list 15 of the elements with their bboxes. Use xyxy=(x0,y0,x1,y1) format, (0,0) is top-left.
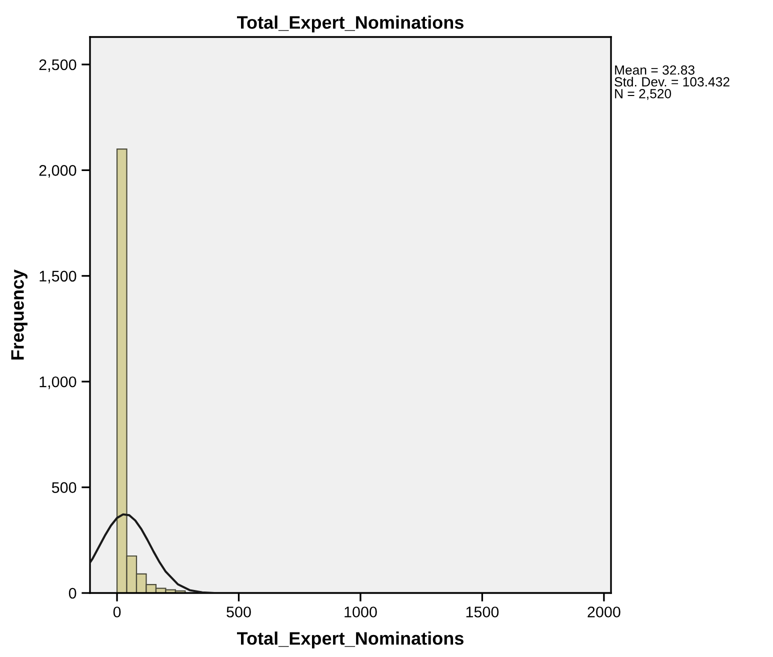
y-tick-label: 1,000 xyxy=(40,376,76,390)
x-axis-title: Total_Expert_Nominations xyxy=(237,632,464,648)
y-tick-label: 2,500 xyxy=(39,59,76,72)
x-tick-label: 1500 xyxy=(466,606,499,618)
y-tick-label: 1,500 xyxy=(40,270,76,284)
y-tick-label: 0 xyxy=(68,588,76,599)
chart-title: Total_Expert_Nominations xyxy=(237,16,464,32)
y-tick-label: 500 xyxy=(52,482,76,493)
y-axis-title: Frequency xyxy=(11,269,28,360)
x-tick-label: 2000 xyxy=(588,606,620,618)
y-tick-label: 2,000 xyxy=(39,165,76,178)
x-tick-label: 0 xyxy=(113,606,121,618)
text: Mean = 32.83 Std. Dev. = 103.432 N = 2,520 xyxy=(614,65,730,100)
x-tick-label: 1000 xyxy=(344,606,377,618)
x-tick-label: 500 xyxy=(226,606,251,618)
